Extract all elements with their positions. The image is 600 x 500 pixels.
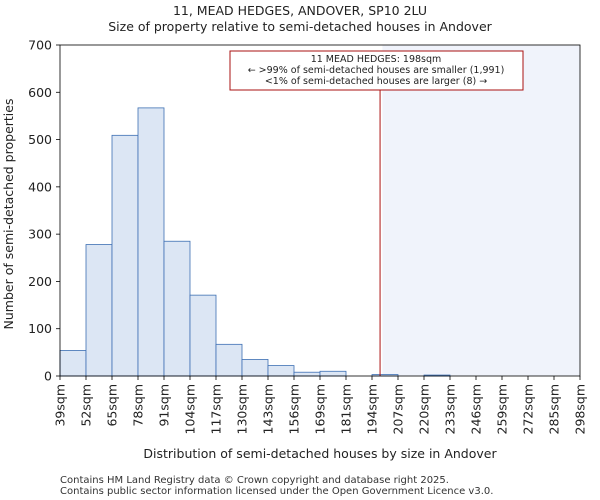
chart-subtitle: Size of property relative to semi-detach… [108,19,492,34]
x-tick-label: 65sqm [105,384,120,427]
bar-52sqm [85,244,113,377]
x-tick-label: 220sqm [417,384,432,434]
bar-104sqm [189,294,217,377]
x-tick-label: 272sqm [521,384,536,434]
annotation-box: 11 MEAD HEDGES: 198sqm ← >99% of semi-de… [229,50,524,91]
bar-91sqm [163,240,191,377]
x-tick-label: 52sqm [79,384,94,427]
bar-65sqm [111,134,139,377]
y-tick-label: 500 [28,132,52,147]
x-axis-label: Distribution of semi-detached houses by … [143,446,497,461]
annotation-line2: ← >99% of semi-detached houses are small… [248,65,505,76]
annotation-frame [229,50,524,91]
footer-line1: Contains HM Land Registry data © Crown c… [60,475,449,486]
bar-130sqm [241,359,269,377]
x-tick-label: 298sqm [573,384,588,434]
y-tick-label: 100 [28,321,52,336]
x-tick-label: 91sqm [157,384,172,427]
y-axis-label: Number of semi-detached properties [1,99,16,330]
y-tick-label: 400 [28,179,52,194]
y-tick-label: 200 [28,274,52,289]
x-tick-label: 78sqm [131,384,146,427]
x-tick-label: 143sqm [261,384,276,434]
footer-line2: Contains public sector information licen… [60,486,493,497]
y-tick-label: 0 [44,369,52,384]
x-tick-label: 104sqm [183,384,198,434]
y-tick-label: 700 [28,38,52,53]
bar-156sqm [293,371,321,377]
bar-117sqm [215,343,243,377]
highlight-region [382,45,580,376]
bar-169sqm [319,370,347,377]
bar-143sqm [267,365,295,377]
x-tick-label: 233sqm [443,384,458,434]
x-axis: 39sqm 52sqm 65sqm 78sqm 91sqm 104sqm 117sqm 130… [53,376,588,434]
y-tick-label: 300 [28,227,52,242]
x-tick-label: 285sqm [547,384,562,434]
x-tick-label: 130sqm [235,384,250,434]
x-tick-label: 207sqm [391,384,406,434]
bars-group [59,107,451,377]
x-tick-label: 181sqm [339,384,354,434]
bar-39sqm [59,350,87,377]
x-tick-label: 156sqm [287,384,302,434]
annotation-line1: 11 MEAD HEDGES: 198sqm [311,54,442,65]
chart-title: 11, MEAD HEDGES, ANDOVER, SP10 2LU [173,3,427,18]
annotation-line3: <1% of semi-detached houses are larger (… [265,76,487,87]
x-tick-label: 39sqm [53,384,68,427]
bar-78sqm [137,107,165,377]
x-tick-label: 246sqm [469,384,484,434]
x-tick-label: 259sqm [495,384,510,434]
x-tick-label: 169sqm [313,384,328,434]
y-tick-label: 600 [28,85,52,100]
y-axis: 0 100 200 300 400 500 600 700 [28,38,60,384]
x-tick-label: 194sqm [365,384,380,434]
x-tick-label: 117sqm [209,384,224,434]
